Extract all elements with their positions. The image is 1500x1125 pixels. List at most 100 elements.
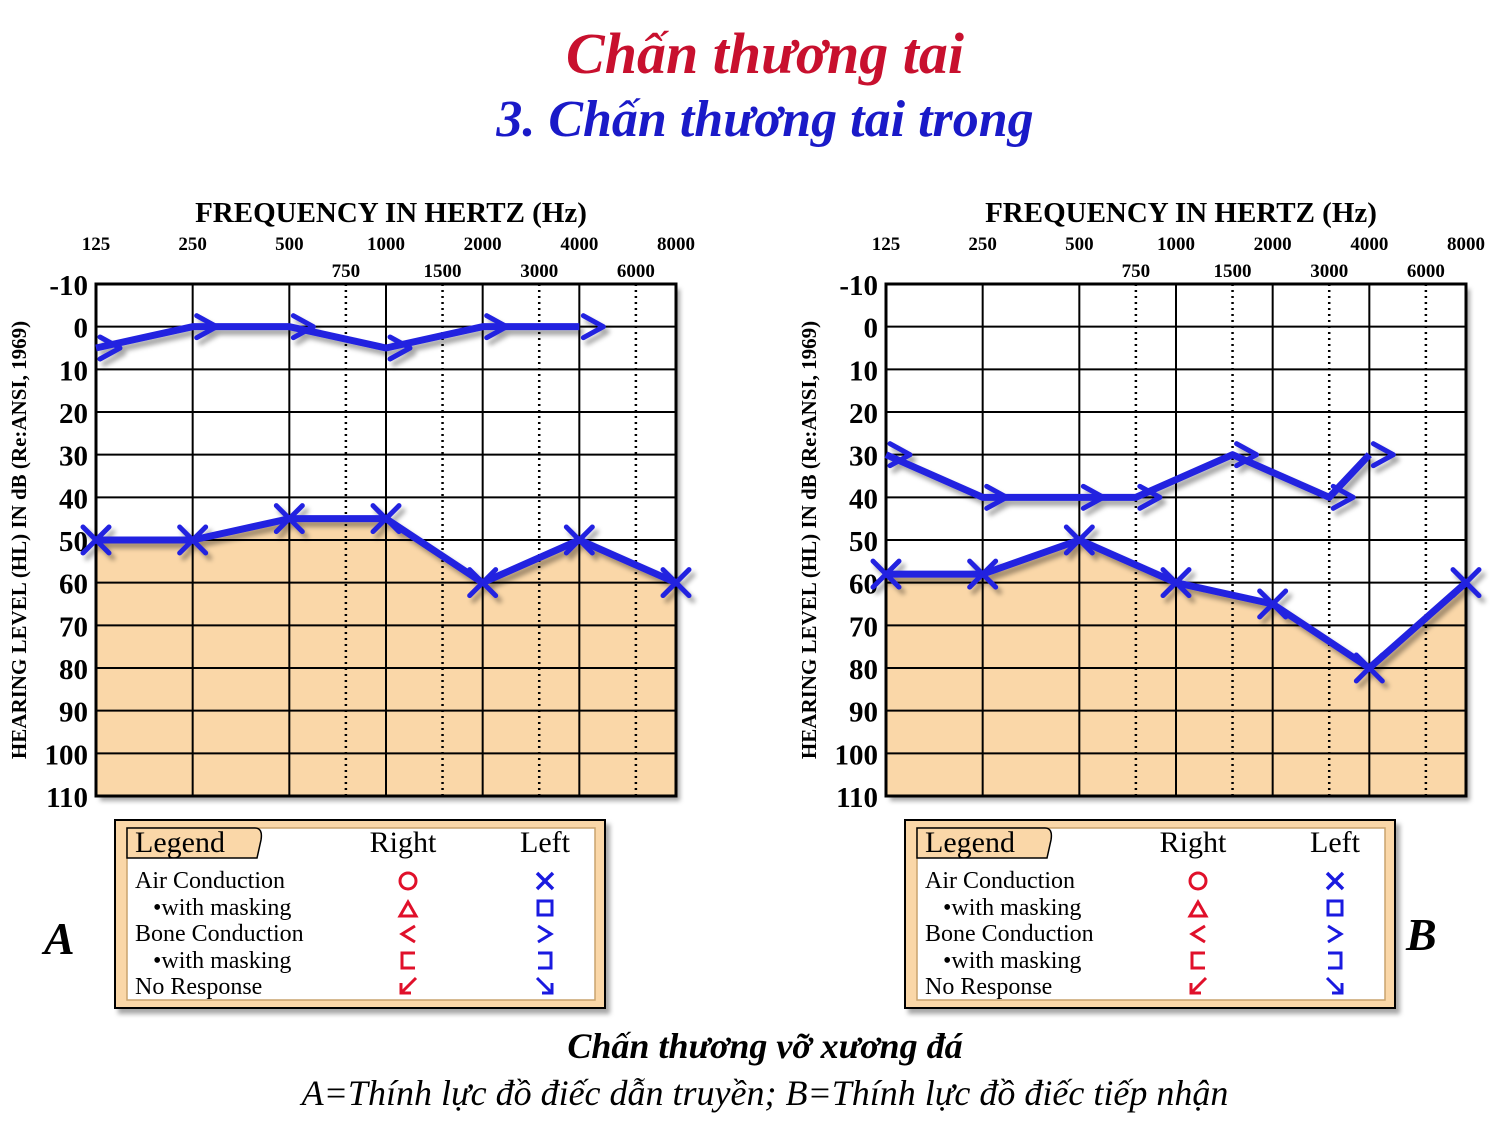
x-tick-label-1000: 1000 xyxy=(1157,234,1195,255)
legend-bracket-right-icon xyxy=(1328,951,1343,970)
y-tick-label-80: 80 xyxy=(59,654,88,686)
data-point-x xyxy=(467,567,499,599)
y-tick-label-100: 100 xyxy=(835,739,879,771)
data-point-chevron xyxy=(1137,483,1163,511)
legend-less-than-icon xyxy=(1189,924,1206,944)
legend-arrow-down-right-icon xyxy=(535,976,554,995)
legend-row-label: Air Conduction xyxy=(135,868,285,894)
data-point-x xyxy=(177,524,209,556)
data-point-x xyxy=(660,567,692,599)
data-point-x xyxy=(1450,567,1482,599)
data-point-chevron xyxy=(194,313,220,341)
legend-arrow-down-left-icon xyxy=(399,976,418,995)
x-tick-label-4000: 4000 xyxy=(1350,234,1388,255)
x-tick-label-1000: 1000 xyxy=(367,234,405,255)
x-tick-label-125: 125 xyxy=(872,234,901,255)
legend-col-right: Right xyxy=(1160,826,1227,859)
legend-row-label: No Response xyxy=(135,974,262,1000)
legend-circle-icon xyxy=(1188,871,1208,891)
legend-row-label: Bone Conduction xyxy=(135,921,304,947)
x-tick-label-8000: 8000 xyxy=(1447,234,1485,255)
x-tick-label-500: 500 xyxy=(1065,234,1094,255)
legend-row-label: •with masking xyxy=(943,948,1081,974)
caption-title: Chấn thương vỡ xương đá xyxy=(567,1026,963,1066)
data-point-chevron xyxy=(1330,483,1356,511)
legend-square-icon xyxy=(536,899,554,917)
audiogram-panel-b: FREQUENCY IN HERTZ (Hz) 125 250 500 1000 2000… xyxy=(790,190,1500,1020)
legend-greater-than-icon xyxy=(1327,924,1344,944)
y-tick-label-60: 60 xyxy=(59,569,88,601)
legend-bracket-left-icon xyxy=(400,951,415,970)
y-tick-label--10: -10 xyxy=(49,270,88,302)
data-point-x xyxy=(1257,588,1289,620)
audiogram-svg: FREQUENCY IN HERTZ (Hz)125 250 500 1000 2000… xyxy=(7,197,695,1009)
y-tick-label-10: 10 xyxy=(59,355,88,387)
data-point-chevron xyxy=(887,441,913,469)
y-tick-label-100: 100 xyxy=(45,739,89,771)
x-tick-label-3000: 3000 xyxy=(1310,261,1348,282)
data-point-chevron xyxy=(580,313,606,341)
legend-row-label: •with masking xyxy=(153,895,291,921)
y-tick-label-80: 80 xyxy=(849,654,878,686)
panel-label-a: A xyxy=(44,913,75,964)
data-point-x xyxy=(1353,652,1385,684)
x-tick-label-3000: 3000 xyxy=(520,261,558,282)
y-tick-label-90: 90 xyxy=(849,697,878,729)
x-tick-label-750: 750 xyxy=(1122,261,1151,282)
legend-heading: Legend xyxy=(135,826,225,859)
data-point-chevron xyxy=(484,313,510,341)
x-axis-title: FREQUENCY IN HERTZ (Hz) xyxy=(195,197,587,229)
audiogram-svg: FREQUENCY IN HERTZ (Hz)125 250 500 1000 2000… xyxy=(797,197,1485,1009)
plot-frame xyxy=(884,282,1468,798)
data-point-x xyxy=(1160,567,1192,599)
x-tick-label-125: 125 xyxy=(82,234,111,255)
y-tick-label-70: 70 xyxy=(849,611,878,643)
y-tick-label-40: 40 xyxy=(59,483,88,515)
x-axis-title: FREQUENCY IN HERTZ (Hz) xyxy=(985,197,1377,229)
legend-col-left: Left xyxy=(520,826,571,859)
x-tick-label-4000: 4000 xyxy=(560,234,598,255)
x-tick-label-2000: 2000 xyxy=(1254,234,1292,255)
page-subtitle: 3. Chấn thương tai trong xyxy=(496,91,1034,148)
legend-row-label: Bone Conduction xyxy=(925,921,1094,947)
caption-text: A=Thính lực đồ điếc dẫn truyền; B=Thính … xyxy=(301,1073,1229,1113)
x-tick-label-6000: 6000 xyxy=(1407,261,1445,282)
legend-row-label: •with masking xyxy=(943,895,1081,921)
data-point-x xyxy=(273,503,305,535)
y-axis-title: HEARING LEVEL (HL) IN dB (Re:ANSI, 1969) xyxy=(7,321,31,759)
x-tick-label-1500: 1500 xyxy=(1214,261,1252,282)
y-tick-label-0: 0 xyxy=(74,313,89,345)
y-axis-title: HEARING LEVEL (HL) IN dB (Re:ANSI, 1969) xyxy=(797,321,821,759)
legend-triangle-icon xyxy=(1187,898,1209,918)
data-point-x xyxy=(370,503,402,535)
y-tick-label-40: 40 xyxy=(849,483,878,515)
legend-heading: Legend xyxy=(925,826,1015,859)
data-point-x xyxy=(967,558,999,590)
legend-circle-icon xyxy=(398,871,418,891)
y-tick-label-20: 20 xyxy=(59,398,88,430)
legend-triangle-icon xyxy=(397,898,419,918)
y-tick-label--10: -10 xyxy=(839,270,878,302)
y-tick-label-110: 110 xyxy=(836,782,878,814)
y-tick-label-90: 90 xyxy=(59,697,88,729)
legend-tab xyxy=(126,827,263,859)
legend-greater-than-icon xyxy=(537,924,554,944)
legend-col-left: Left xyxy=(1310,826,1361,859)
data-point-chevron xyxy=(1234,441,1260,469)
legend-square-icon xyxy=(1326,899,1344,917)
legend-less-than-icon xyxy=(399,924,416,944)
legend-x-icon xyxy=(535,871,555,891)
audiogram-panel-a: FREQUENCY IN HERTZ (Hz) 125 250 500 1000 2000… xyxy=(0,190,720,1020)
y-tick-label-20: 20 xyxy=(849,398,878,430)
y-tick-label-70: 70 xyxy=(59,611,88,643)
legend-arrow-down-left-icon xyxy=(1189,976,1208,995)
data-point-chevron xyxy=(97,334,123,362)
data-point-x xyxy=(80,524,112,556)
legend-col-right: Right xyxy=(370,826,437,859)
legend-bracket-right-icon xyxy=(538,951,553,970)
legend-arrow-down-right-icon xyxy=(1325,976,1344,995)
x-tick-label-750: 750 xyxy=(332,261,361,282)
x-tick-label-1500: 1500 xyxy=(424,261,462,282)
data-point-chevron xyxy=(984,483,1010,511)
